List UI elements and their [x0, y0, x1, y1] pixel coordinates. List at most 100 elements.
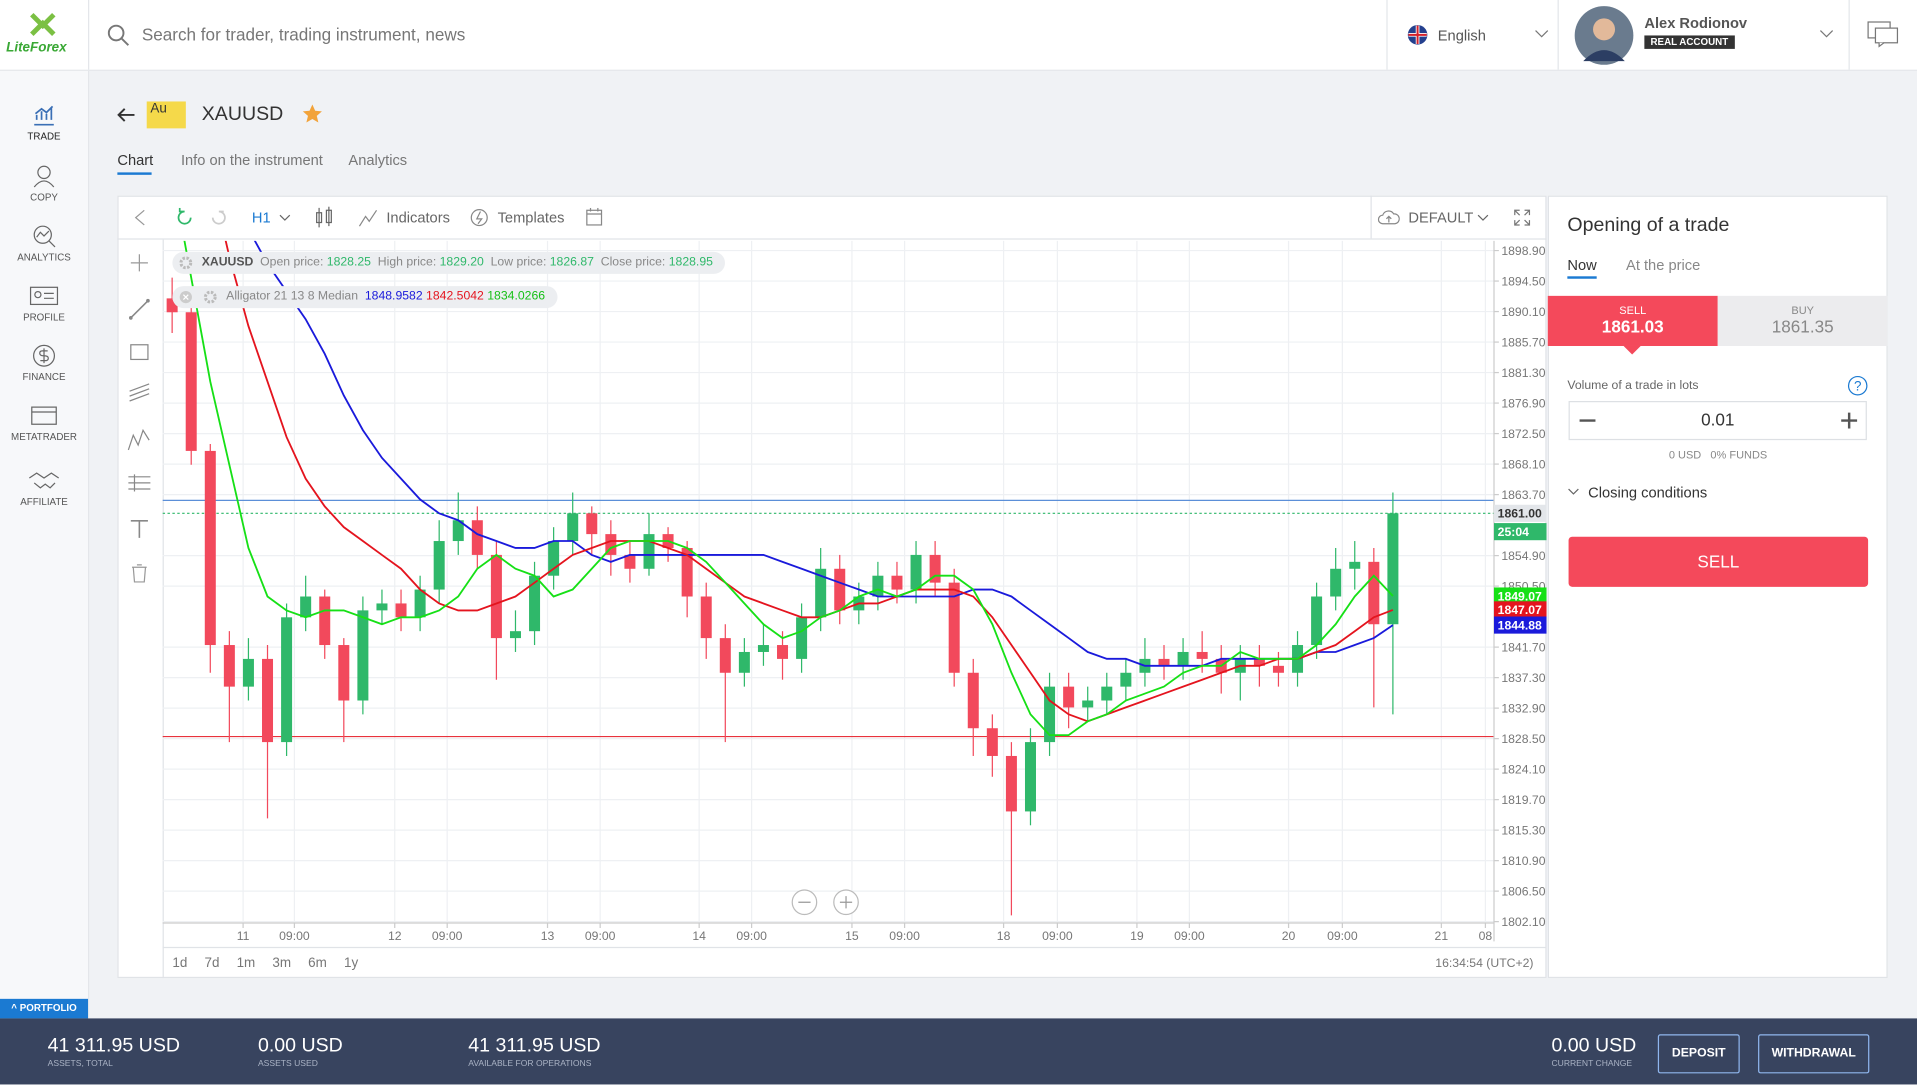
- indicator-controls[interactable]: [178, 290, 217, 305]
- footer-value: 41 311.95 USD: [468, 1035, 601, 1057]
- countdown: 25:04: [1498, 525, 1529, 539]
- chat-icon[interactable]: [1867, 21, 1899, 48]
- stepper[interactable]: [1578, 412, 1859, 429]
- x-tick-label: 09:00: [736, 929, 767, 943]
- nav-trade[interactable]: TRADE: [0, 103, 88, 142]
- trade-tab-now[interactable]: Now: [1567, 256, 1597, 274]
- fullscreen[interactable]: [1514, 209, 1531, 226]
- y-tick-label: 1894.50: [1501, 274, 1545, 288]
- undo-redo[interactable]: [176, 207, 230, 228]
- range-link[interactable]: 1m: [236, 956, 256, 971]
- footer-label: CURRENT CHANGE: [1551, 1059, 1633, 1069]
- indicators[interactable]: Indicators: [386, 209, 450, 227]
- footer-label: ASSETS USED: [257, 1059, 318, 1069]
- info-label: Close price:: [600, 255, 666, 269]
- info-value: 1828.25: [326, 255, 371, 269]
- avatar[interactable]: [1573, 5, 1634, 66]
- candle-body: [815, 568, 827, 618]
- logo[interactable]: LiteForex: [0, 0, 90, 70]
- portfolio-tab[interactable]: ^ PORTFOLIO: [0, 998, 89, 1019]
- candle-body: [681, 547, 693, 597]
- candle-body: [929, 554, 941, 583]
- range-link[interactable]: 6m: [308, 956, 327, 971]
- y-tick-label: 1854.90: [1501, 549, 1545, 563]
- candle-body: [1044, 686, 1056, 743]
- layout[interactable]: DEFAULT: [1408, 209, 1474, 227]
- candle-body: [1387, 513, 1399, 625]
- candle-body: [204, 450, 216, 646]
- range-link[interactable]: 7d: [204, 956, 220, 971]
- collapse[interactable]: [132, 209, 147, 226]
- instrument-badge: Au: [146, 101, 186, 129]
- candle-body: [1272, 665, 1284, 673]
- x-tick-label: 20: [1282, 929, 1296, 943]
- y-tick-label: 1890.10: [1501, 305, 1545, 319]
- y-tick-label: 1819.70: [1501, 793, 1545, 807]
- tab-analytics[interactable]: Analytics: [348, 151, 408, 169]
- candle-body: [1101, 686, 1113, 701]
- candle-body: [624, 554, 636, 569]
- alligator-line: [183, 240, 1394, 737]
- candle-body: [700, 596, 712, 639]
- indicator-value: 1842.5042: [426, 289, 484, 304]
- icon: [33, 165, 55, 188]
- language[interactable]: English: [1437, 26, 1486, 45]
- candle-body: [490, 554, 502, 639]
- nav-profile[interactable]: PROFILE: [0, 284, 88, 323]
- nav-finance[interactable]: FINANCE: [0, 344, 88, 383]
- sell-box[interactable]: SELL 1861.03: [1547, 295, 1718, 346]
- tab-info[interactable]: Info on the instrument: [180, 151, 323, 169]
- logo-icon: [30, 12, 56, 36]
- favorite-star[interactable]: [302, 104, 323, 124]
- timeframe[interactable]: H1: [251, 209, 271, 227]
- gear[interactable]: [178, 256, 193, 271]
- icon: [33, 344, 56, 367]
- candle-body: [471, 520, 483, 555]
- nav-metatrader[interactable]: METATRADER: [0, 403, 88, 443]
- candle-body: [1024, 742, 1036, 812]
- nav-analytics[interactable]: ANALYTICS: [0, 224, 88, 263]
- candle-body: [529, 575, 541, 632]
- nav-copy[interactable]: COPY: [0, 164, 88, 203]
- candle-body: [1311, 596, 1323, 646]
- calendar[interactable]: [586, 207, 603, 226]
- closing-conditions[interactable]: Closing conditions: [1588, 484, 1708, 502]
- range-link[interactable]: 1d: [172, 956, 188, 971]
- account-type: REAL ACCOUNT: [1644, 35, 1735, 49]
- icon: [29, 286, 59, 306]
- trade-tab-price[interactable]: At the price: [1626, 256, 1701, 274]
- info-value: 1828.95: [668, 255, 713, 269]
- withdrawal-button[interactable]: WITHDRAWAL: [1758, 1034, 1870, 1074]
- help[interactable]: ?: [1847, 375, 1868, 396]
- range-link[interactable]: 3m: [272, 956, 292, 971]
- candle-body: [357, 610, 369, 701]
- tab-chart[interactable]: Chart: [117, 151, 154, 169]
- volume-input[interactable]: [1568, 401, 1867, 441]
- nav-affiliate[interactable]: AFFILIATE: [0, 468, 88, 507]
- x-tick-label: 09:00: [279, 929, 310, 943]
- x-tick-label: 09:00: [585, 929, 616, 943]
- divider: [1848, 0, 1850, 70]
- x-tick-label: 12: [388, 929, 402, 943]
- buy-label: BUY: [1791, 304, 1815, 317]
- y-tick-label: 1802.10: [1501, 915, 1545, 929]
- buy-box[interactable]: BUY 1861.35: [1717, 295, 1888, 346]
- drawing-tools[interactable]: [117, 240, 162, 595]
- sell-button[interactable]: SELL: [1568, 536, 1869, 587]
- search-input[interactable]: Search for trader, trading instrument, n…: [141, 24, 466, 45]
- x-tick-label: 21: [1435, 929, 1449, 943]
- y-tick-label: 1806.50: [1501, 884, 1545, 898]
- chart: 1898.90 1894.50 1890.10 1885.70 1881.30 1876.…: [162, 240, 1547, 949]
- y-tick-label: 1841.70: [1501, 640, 1545, 654]
- templates[interactable]: Templates: [497, 209, 565, 227]
- x-tick-label: 09:00: [1042, 929, 1073, 943]
- cloud: [1377, 210, 1400, 225]
- candle-type[interactable]: [314, 206, 334, 229]
- deposit-button[interactable]: DEPOSIT: [1657, 1034, 1740, 1074]
- y-tick-label: 1881.30: [1501, 366, 1545, 380]
- range-link[interactable]: 1y: [343, 956, 359, 971]
- countdown-bg: [1493, 523, 1547, 541]
- sell-pointer: [1623, 345, 1641, 355]
- footer-label: AVAILABLE FOR OPERATIONS: [468, 1059, 592, 1069]
- back-arrow[interactable]: [116, 106, 136, 123]
